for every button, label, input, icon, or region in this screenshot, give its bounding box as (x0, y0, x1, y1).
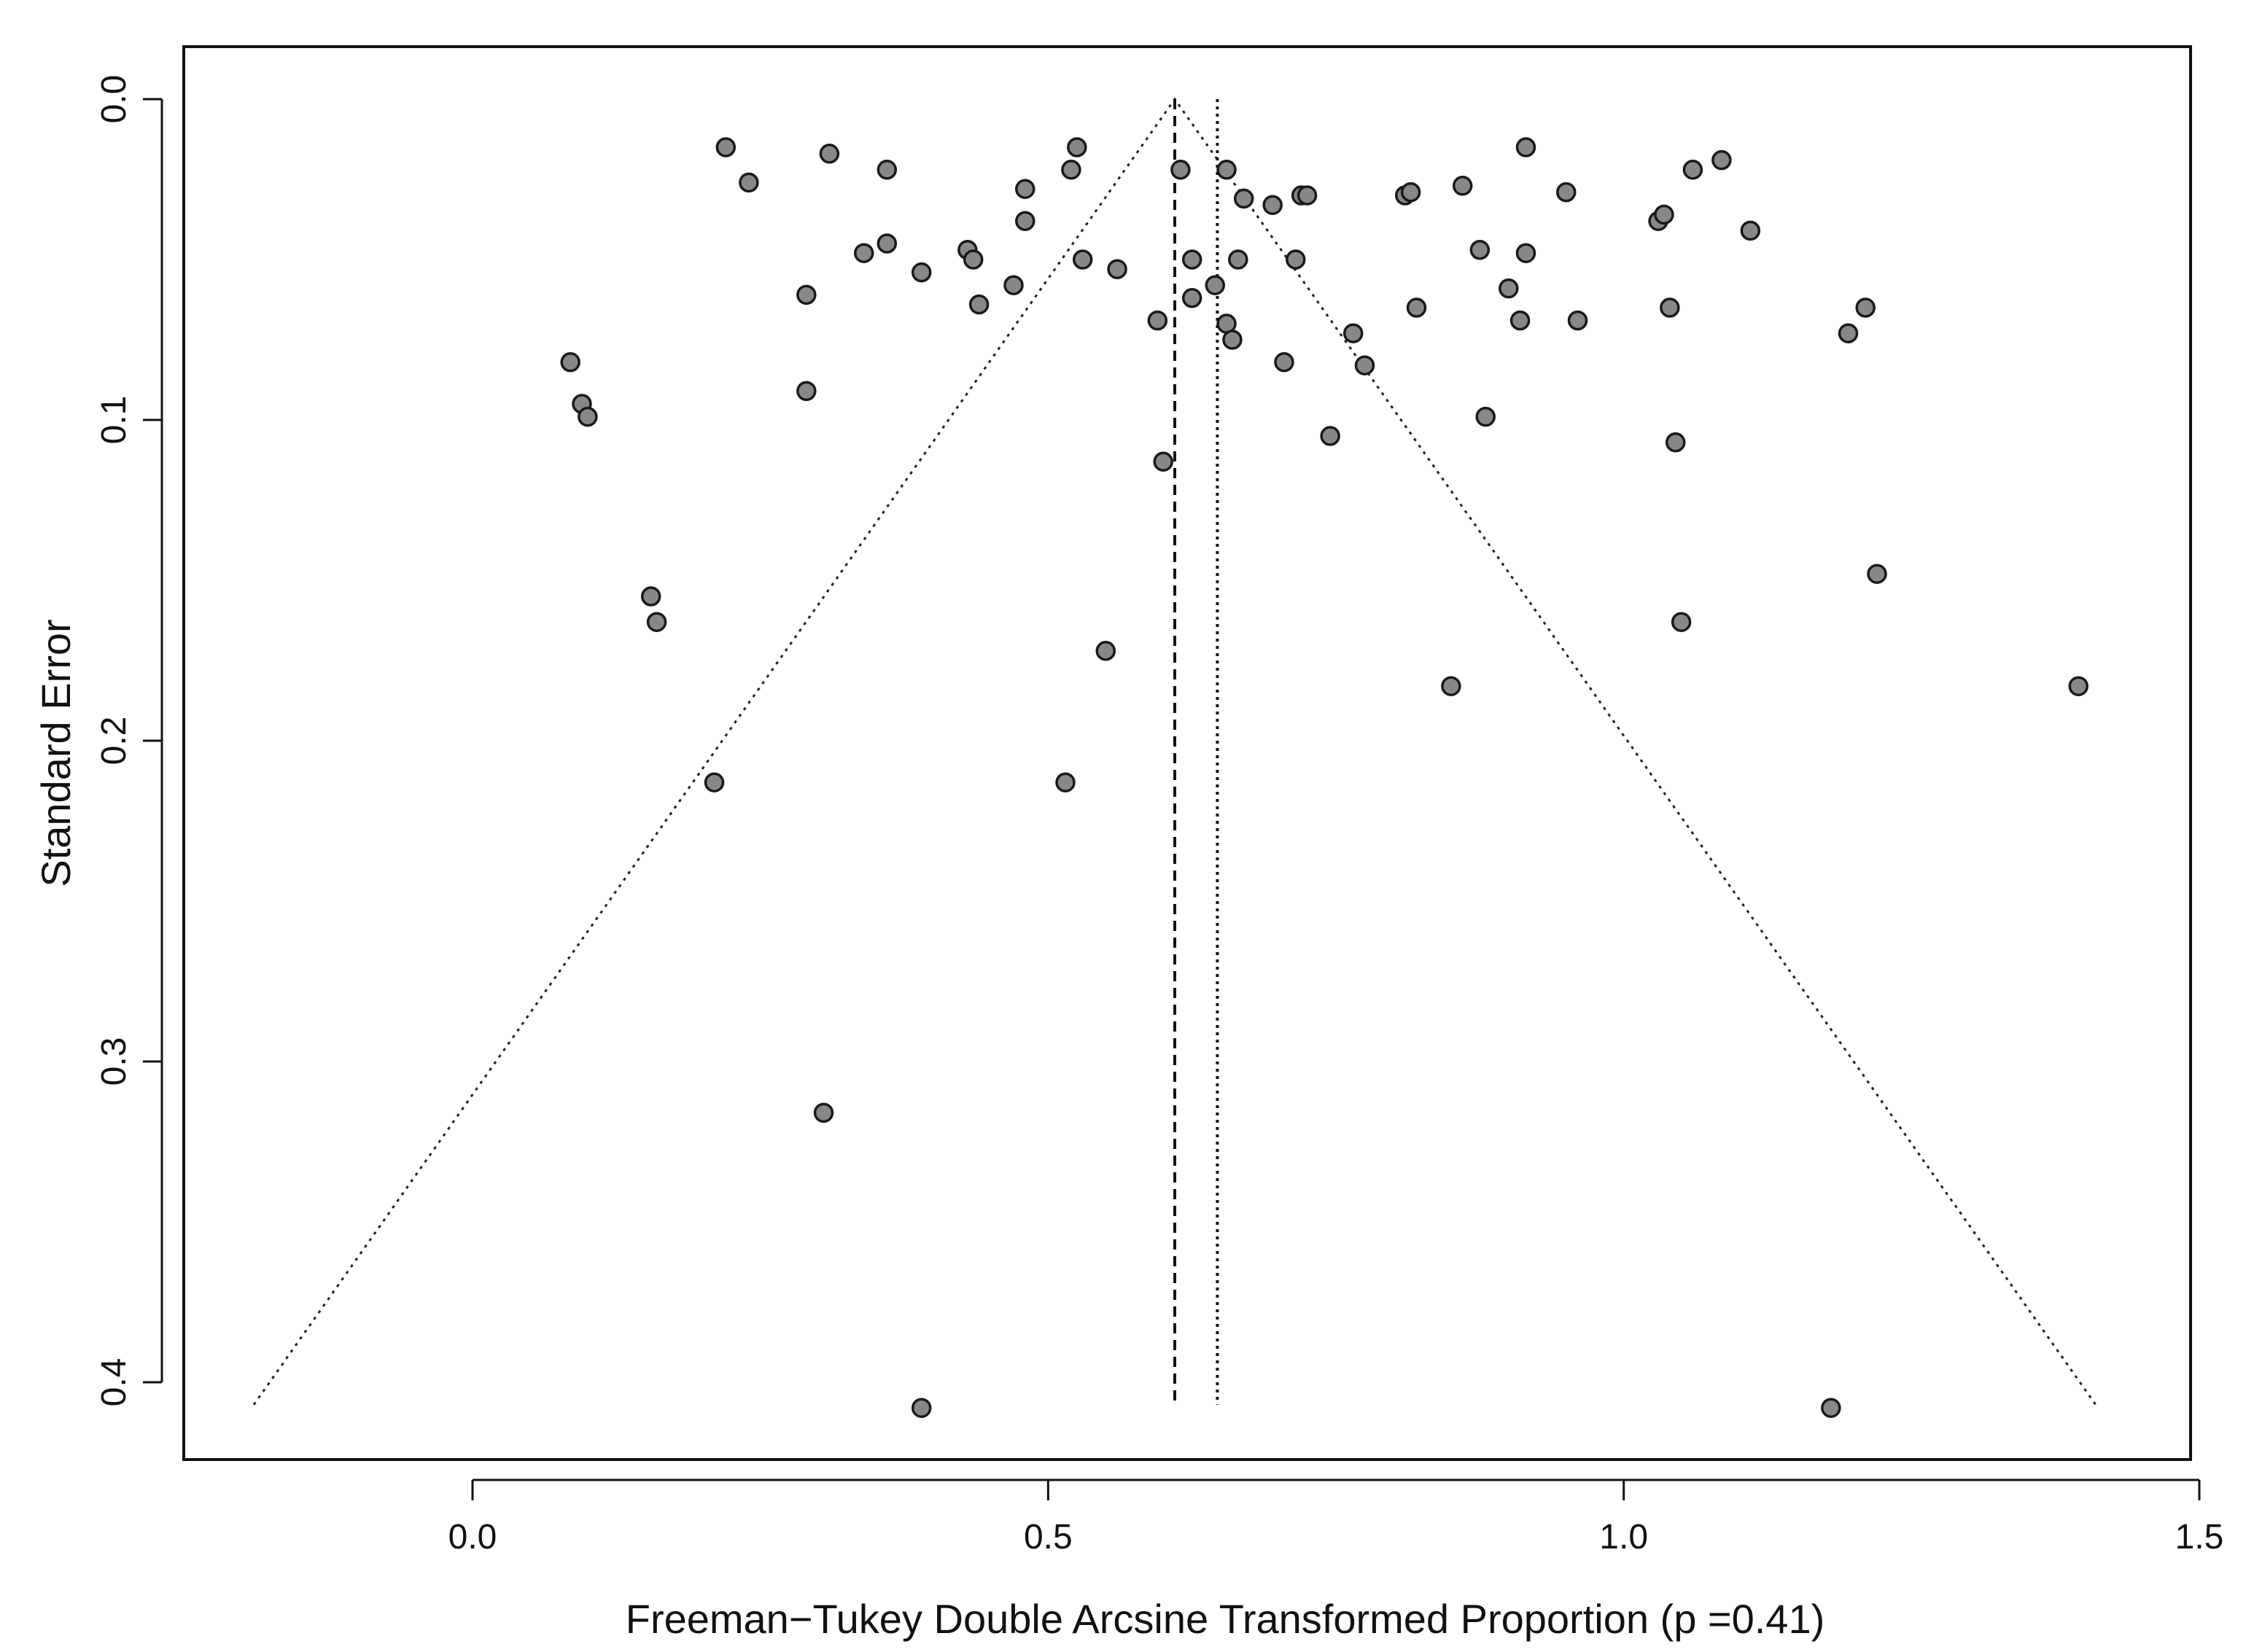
plot-frame (182, 45, 2192, 1461)
data-point (1400, 182, 1421, 203)
data-point (2068, 676, 2088, 696)
data-point (704, 772, 725, 792)
data-point (968, 294, 990, 315)
data-point (1233, 188, 1254, 209)
data-point (1228, 249, 1248, 270)
data-point (1181, 249, 1202, 270)
y-tick-label: 0.0 (95, 75, 133, 124)
data-point (1567, 310, 1588, 331)
data-point (1515, 137, 1536, 157)
data-point (963, 249, 984, 270)
data-point (1452, 176, 1473, 196)
data-point (640, 586, 661, 607)
data-point (1469, 240, 1491, 260)
y-axis: 0.0 0.1 0.2 0.3 0.4 (95, 75, 163, 1407)
data-point (1015, 211, 1035, 231)
funnel-guides (252, 97, 2097, 1406)
data-point (1406, 297, 1427, 318)
data-point (1867, 564, 1887, 584)
data-point (796, 284, 817, 305)
y-tick-label: 0.1 (95, 396, 133, 445)
data-point (1555, 182, 1577, 203)
data-point (1072, 249, 1093, 270)
data-point (1855, 297, 1876, 318)
y-tick-label: 0.2 (95, 717, 133, 765)
data-point (1354, 355, 1375, 375)
data-point (1147, 310, 1168, 331)
data-point (1285, 249, 1306, 270)
data-point (1205, 275, 1225, 295)
data-point (1067, 137, 1087, 157)
data-point (715, 137, 737, 157)
data-point (1216, 160, 1237, 180)
data-point (1499, 278, 1519, 299)
x-axis: 0.0 0.5 1.0 1.5 (448, 1478, 2224, 1556)
data-point (578, 406, 598, 427)
data-point (1055, 772, 1076, 792)
data-point (1003, 275, 1024, 295)
data-point (911, 1398, 932, 1418)
data-point (1682, 160, 1703, 180)
data-point (1274, 352, 1294, 373)
data-point (560, 352, 580, 373)
data-point (911, 262, 932, 283)
data-point (1838, 323, 1859, 343)
data-point (1222, 330, 1243, 350)
y-tick-label: 0.4 (95, 1358, 133, 1407)
data-point (1061, 160, 1081, 180)
data-point (877, 160, 898, 180)
data-point (1660, 297, 1680, 318)
data-point (853, 243, 874, 263)
data-point (1711, 149, 1732, 171)
y-tick-label: 0.3 (95, 1037, 133, 1086)
data-point (877, 233, 898, 254)
data-point (1740, 220, 1761, 241)
data-point (1320, 426, 1340, 446)
data-point (1153, 451, 1173, 472)
data-point (1475, 406, 1496, 427)
data-point (813, 1102, 834, 1123)
data-point (1297, 185, 1318, 206)
data-point (1665, 432, 1686, 453)
data-point (1181, 288, 1202, 308)
data-point (1515, 243, 1536, 263)
data-point (1342, 323, 1364, 343)
x-tick-label: 0.0 (448, 1518, 497, 1556)
data-point (1170, 160, 1191, 180)
x-axis-title: Freeman−Tukey Double Arcsine Transformed… (626, 1596, 1825, 1642)
data-point (1654, 204, 1674, 225)
data-point (1821, 1398, 1841, 1418)
data-point (1107, 259, 1127, 279)
x-tick-label: 0.5 (1024, 1518, 1073, 1556)
x-tick-label: 1.0 (1599, 1518, 1648, 1556)
data-point (646, 612, 667, 632)
data-point (796, 381, 817, 402)
data-point (1262, 195, 1283, 215)
data-point (1671, 612, 1692, 632)
data-point (739, 172, 759, 193)
data-points (560, 137, 2088, 1418)
data-point (1441, 676, 1461, 696)
data-point (819, 144, 840, 164)
data-point (1015, 179, 1035, 199)
y-axis-title: Standard Error (33, 619, 79, 887)
data-point (1095, 641, 1116, 661)
x-tick-label: 1.5 (2175, 1518, 2224, 1556)
data-point (1509, 310, 1531, 331)
